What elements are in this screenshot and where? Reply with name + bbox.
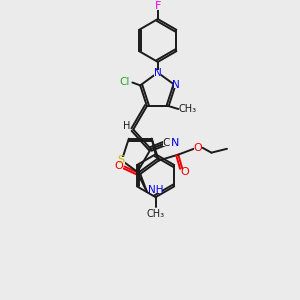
- FancyBboxPatch shape: [172, 140, 178, 146]
- FancyBboxPatch shape: [181, 106, 194, 112]
- Text: CH₃: CH₃: [178, 104, 196, 114]
- Text: O: O: [181, 167, 190, 177]
- Text: O: O: [194, 143, 202, 153]
- Text: N: N: [154, 68, 162, 78]
- Text: C: C: [163, 138, 170, 148]
- FancyBboxPatch shape: [194, 144, 202, 151]
- Text: N: N: [172, 80, 180, 90]
- FancyBboxPatch shape: [181, 169, 189, 176]
- FancyBboxPatch shape: [173, 82, 180, 88]
- Text: S: S: [117, 155, 124, 166]
- FancyBboxPatch shape: [117, 157, 125, 164]
- Text: CH₃: CH₃: [146, 209, 165, 219]
- Text: O: O: [114, 161, 123, 172]
- FancyBboxPatch shape: [123, 123, 130, 128]
- FancyBboxPatch shape: [149, 187, 162, 193]
- Text: H: H: [123, 121, 130, 130]
- Text: NH: NH: [148, 185, 164, 195]
- FancyBboxPatch shape: [154, 70, 161, 76]
- Text: F: F: [154, 2, 161, 11]
- Text: N: N: [171, 138, 179, 148]
- FancyBboxPatch shape: [163, 140, 170, 146]
- Text: Cl: Cl: [119, 77, 130, 88]
- FancyBboxPatch shape: [149, 210, 162, 217]
- FancyBboxPatch shape: [115, 163, 123, 170]
